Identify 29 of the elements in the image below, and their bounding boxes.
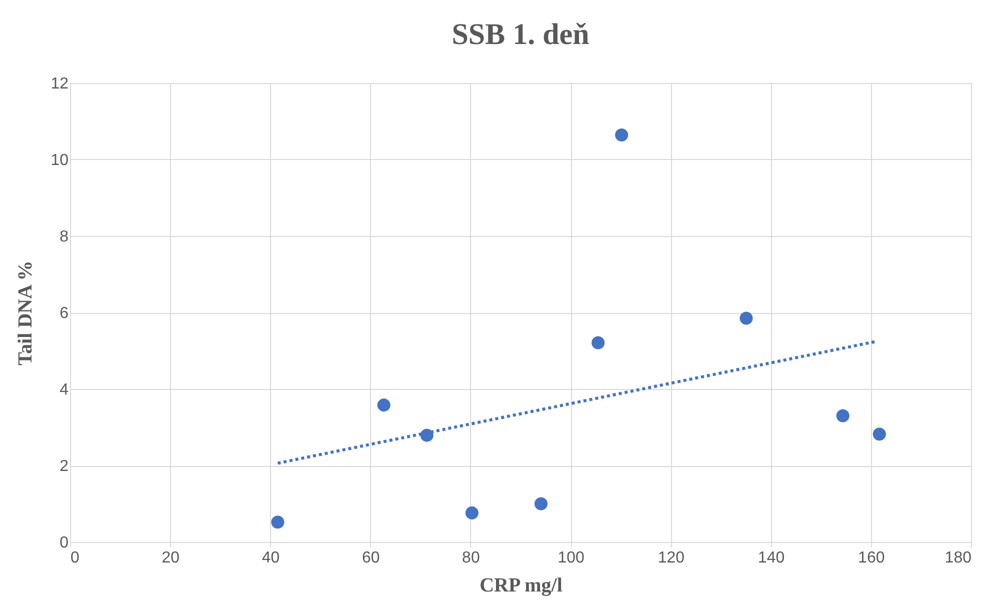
point: [377, 398, 390, 412]
x-tick-label: 0: [70, 550, 80, 566]
y-tick-label: 4: [60, 382, 69, 398]
x-tick-label: 100: [558, 550, 584, 566]
point: [465, 506, 478, 520]
point: [615, 128, 628, 142]
y-tick-label: 10: [50, 152, 69, 169]
y-tick-label: 12: [50, 76, 69, 92]
x-tick-label: 40: [262, 550, 280, 566]
point: [592, 336, 605, 350]
x-tick-label: 120: [658, 550, 685, 566]
x-tick-label: 160: [858, 550, 885, 566]
x-axis-title: CRP mg/l: [480, 574, 563, 596]
chart-title: SSB 1. deň: [452, 18, 590, 51]
x-tick-label: 80: [462, 550, 480, 566]
point: [836, 409, 850, 422]
x-tick-label: 180: [944, 550, 972, 566]
y-tick-label: 0: [60, 534, 69, 552]
y-tick-label: 6: [60, 305, 69, 322]
y-axis-title: Tail DNA %: [14, 260, 37, 366]
y-tick-label: 8: [60, 228, 69, 246]
point: [872, 428, 886, 441]
point: [534, 497, 548, 510]
point: [271, 516, 284, 529]
x-tick-label: 60: [362, 550, 380, 566]
x-tick-label: 20: [162, 550, 180, 566]
point: [740, 312, 753, 325]
x-tick-label: 140: [758, 550, 785, 566]
y-tick-label: 2: [60, 458, 69, 475]
